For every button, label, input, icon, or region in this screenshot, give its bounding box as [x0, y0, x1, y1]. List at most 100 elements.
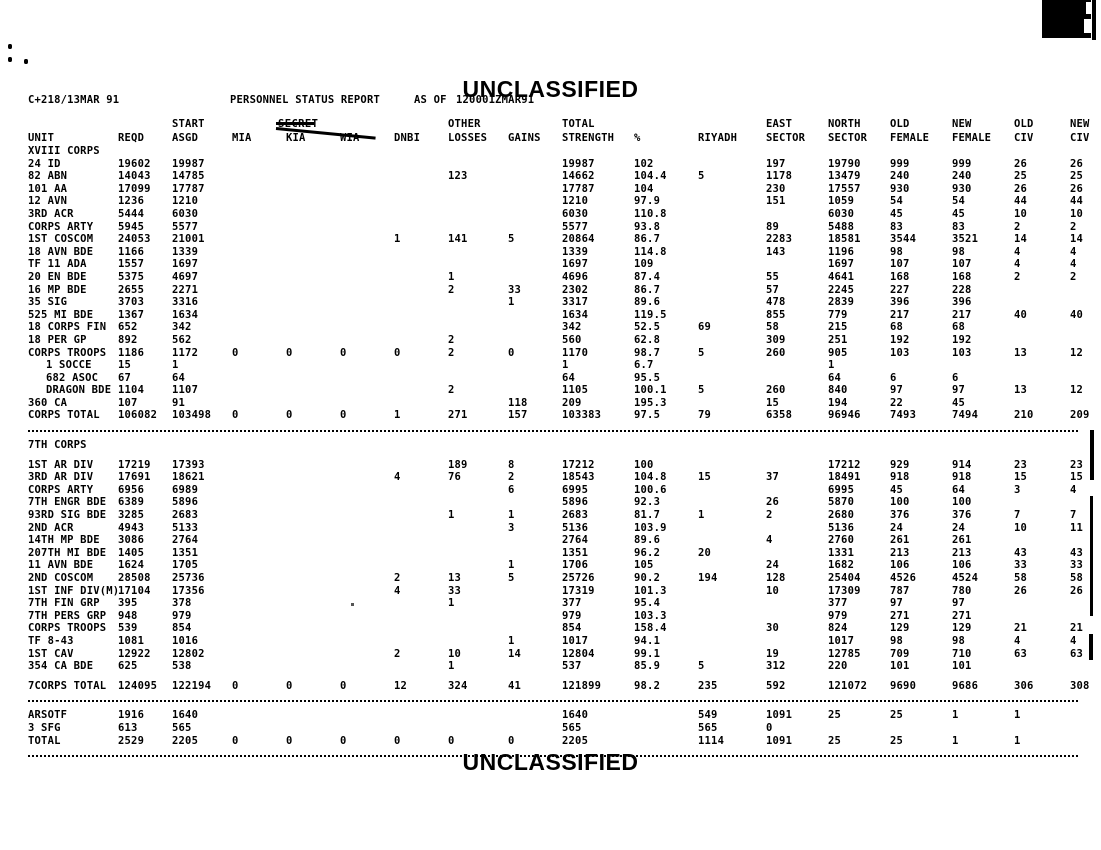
- header-spacer: [286, 118, 340, 131]
- cell-mia: [232, 233, 286, 246]
- cell-mia: [232, 559, 286, 572]
- table-row: 11 AVN BDE 1624 1705 1 1706 105 24 1682 106 106 33…: [0, 559, 1101, 572]
- cell-dnbi: [394, 660, 448, 673]
- cell-total: 6030: [562, 207, 589, 220]
- col-east-top: EAST: [766, 118, 793, 131]
- cell-kia: [286, 372, 340, 385]
- cell-oldfem: 271: [890, 609, 910, 622]
- cell-reqd: 24053: [118, 233, 151, 246]
- cell-oldciv: 10: [1014, 207, 1028, 220]
- cell-east: 197: [766, 157, 786, 170]
- unit-name-cell: 14TH MP BDE: [28, 534, 100, 547]
- unit-name-cell: 18 AVN BDE: [28, 245, 94, 258]
- cell-gains: [508, 246, 562, 259]
- cell-north: 377: [828, 597, 848, 610]
- cell-wia: [340, 309, 394, 322]
- struck-secret-marking: SECRET: [275, 118, 388, 140]
- cell-reqd: 892: [118, 333, 138, 346]
- cell-riyadh: [698, 309, 766, 322]
- cell-oldfem: 103: [890, 346, 910, 359]
- cell-oldciv: 43: [1014, 546, 1028, 559]
- cell-total: 2683: [562, 509, 589, 522]
- cell-dnbi: [394, 359, 448, 372]
- cell-asgd: 1634: [172, 308, 199, 321]
- cell-oldciv: 7: [1014, 509, 1021, 522]
- cell-newfem: 100: [952, 496, 972, 509]
- cell-dnbi: 12: [394, 679, 408, 692]
- cell-asgd: 2271: [172, 283, 199, 296]
- unit-name-cell: 18 CORPS FIN: [28, 321, 107, 334]
- unit-name-cell: 682 ASOC: [46, 371, 99, 384]
- cell-wia: [340, 610, 394, 623]
- cell-kia: [286, 722, 340, 735]
- cell-asgd: 3316: [172, 296, 199, 309]
- cell-wia: 0: [340, 679, 347, 692]
- cell-newfem: 9686: [952, 679, 979, 692]
- cell-mia: [232, 183, 286, 196]
- cell-gains: [508, 722, 562, 735]
- cell-wia: [340, 195, 394, 208]
- section-divider: [0, 747, 1101, 758]
- cell-asgd: 91: [172, 396, 186, 409]
- cell-kia: [286, 484, 340, 497]
- cell-newciv: 2: [1070, 220, 1077, 233]
- cell-riyadh: 5: [698, 170, 705, 183]
- cell-reqd: 67: [118, 371, 132, 384]
- cell-north: 905: [828, 346, 848, 359]
- cell-wia: [340, 258, 394, 271]
- cell-newciv: 58: [1070, 572, 1084, 584]
- cell-oldfem: 24: [890, 521, 904, 534]
- cell-wia: 0: [340, 734, 347, 747]
- cell-newciv: 14: [1070, 233, 1084, 246]
- cell-dnbi: [394, 271, 448, 284]
- scan-artifact-right-edge: [1090, 496, 1093, 616]
- cell-other: 324: [448, 679, 468, 692]
- cell-kia: [286, 284, 340, 297]
- unit-name-cell: 7TH ENGR BDE: [28, 496, 107, 509]
- cell-pct: 114.8: [634, 245, 667, 258]
- cell-asgd: 2764: [172, 534, 199, 547]
- col-wia: WIA: [340, 132, 360, 145]
- cell-asgd: 2683: [172, 509, 199, 522]
- unit-name-cell: CORPS TROOPS: [28, 346, 107, 359]
- cell-kia: [286, 195, 340, 208]
- cell-other: 2: [448, 384, 455, 397]
- cell-gains: [508, 597, 562, 610]
- cell-total: 14662: [562, 170, 595, 183]
- cell-asgd: 21001: [172, 233, 205, 246]
- cell-reqd: 106082: [118, 409, 158, 422]
- classification-banner-top: UNCLASSIFIED: [462, 76, 639, 102]
- cell-wia: [340, 397, 394, 410]
- cell-mia: [232, 597, 286, 610]
- cell-riyadh: [698, 246, 766, 259]
- scan-speck: [24, 59, 28, 64]
- cell-mia: [232, 284, 286, 297]
- cell-mia: [232, 709, 286, 722]
- cell-gains: [508, 195, 562, 208]
- col-total-top: TOTAL: [562, 118, 595, 131]
- cell-riyadh: [698, 397, 766, 410]
- cell-newfem: 98: [952, 634, 966, 647]
- cell-gains: [508, 547, 562, 560]
- cell-newfem: 7494: [952, 409, 979, 422]
- cell-reqd: 2655: [118, 283, 145, 296]
- report-date-code: C+218/13MAR 91: [28, 94, 120, 106]
- cell-other: [448, 208, 508, 221]
- cell-newfem: [952, 722, 1014, 735]
- cell-north: 5136: [828, 521, 855, 534]
- cell-reqd: 395: [118, 597, 138, 610]
- cell-oldfem: 227: [890, 283, 910, 296]
- header-spacer: [394, 118, 448, 131]
- col-dnbi: DNBI: [394, 132, 421, 145]
- cell-dnbi: [394, 183, 448, 196]
- cell-dnbi: 0: [394, 346, 401, 359]
- cell-east: [766, 610, 828, 623]
- cell-dnbi: 2: [394, 572, 401, 584]
- cell-asgd: 17393: [172, 458, 205, 471]
- cell-oldciv: 3: [1014, 483, 1021, 496]
- cell-wia: 0: [340, 346, 347, 359]
- cell-oldciv: 44: [1014, 195, 1028, 208]
- cell-riyadh: 79: [698, 409, 712, 422]
- cell-other: [448, 610, 508, 623]
- cell-mia: [232, 208, 286, 221]
